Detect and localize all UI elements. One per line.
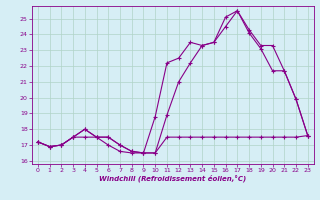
X-axis label: Windchill (Refroidissement éolien,°C): Windchill (Refroidissement éolien,°C): [99, 175, 246, 182]
